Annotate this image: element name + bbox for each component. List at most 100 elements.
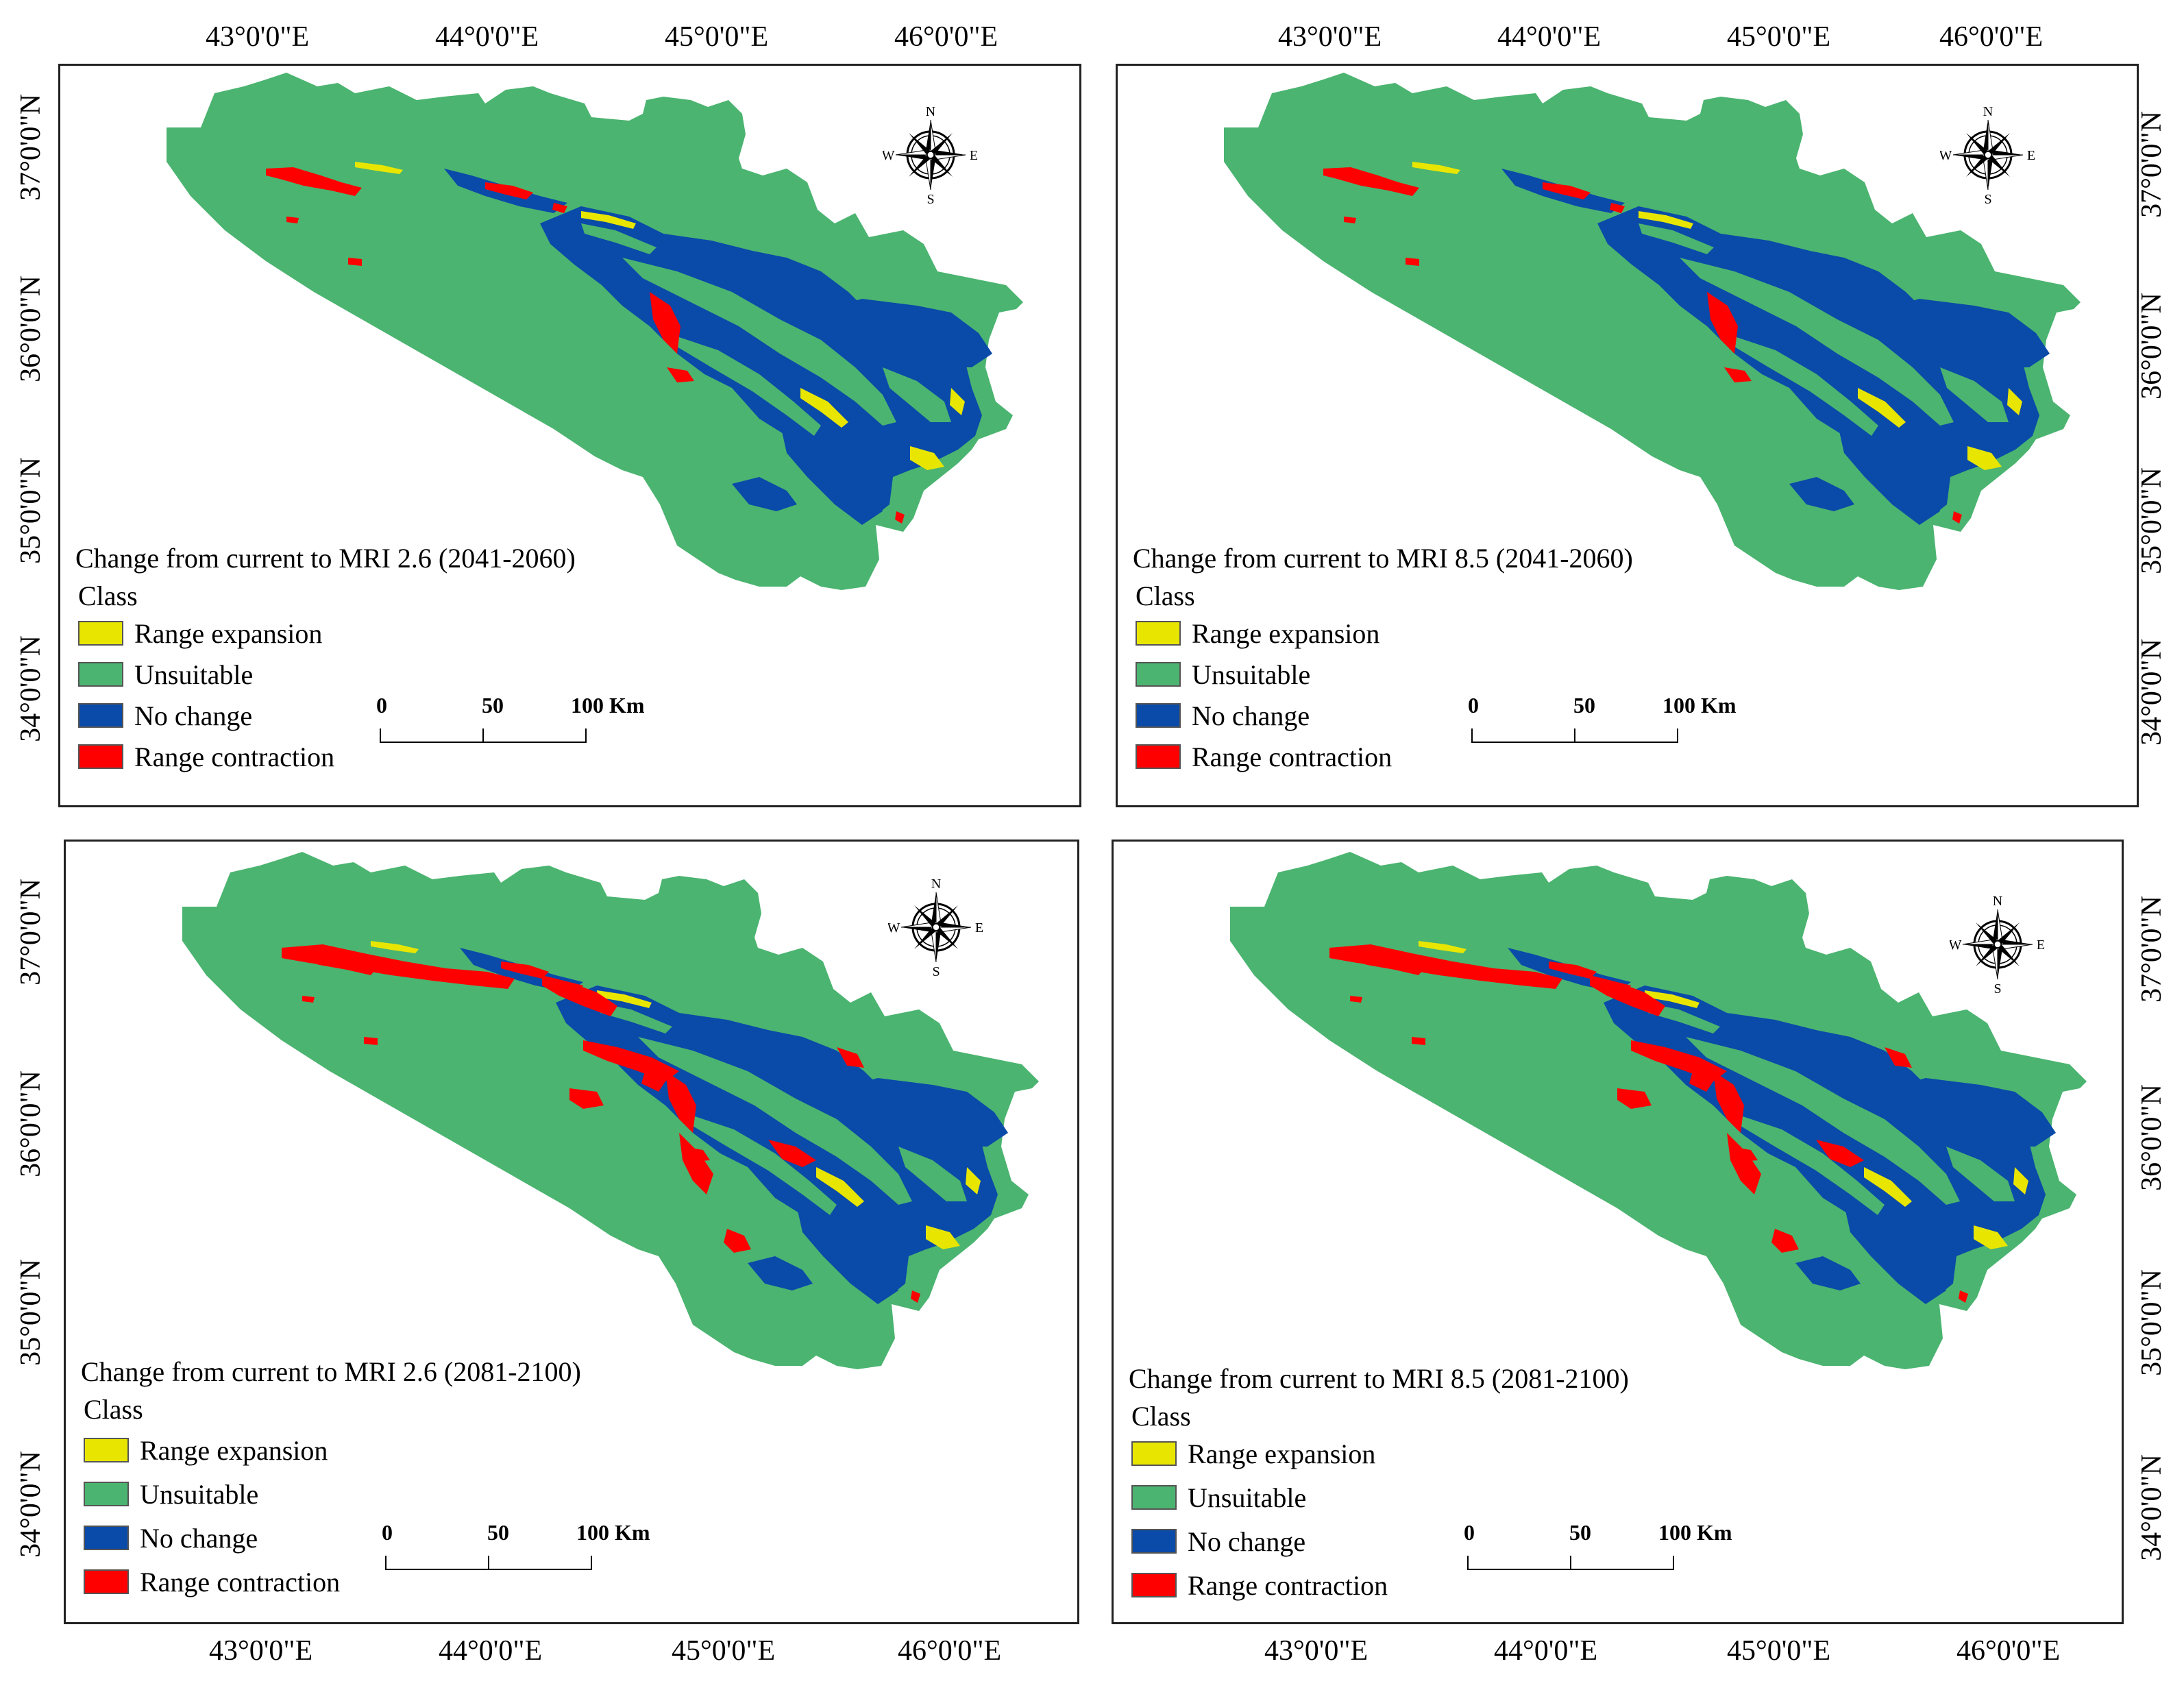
longitude-label: 44°0'0"E xyxy=(1494,1635,1598,1667)
range-expansion-area xyxy=(581,211,636,229)
longitude-label: 43°0'0"E xyxy=(206,21,310,53)
unsuitable-area xyxy=(677,336,821,436)
scale-label: 0 xyxy=(1468,693,1479,718)
map-layers xyxy=(1224,73,2081,590)
range-contraction-area xyxy=(650,292,680,354)
range-contraction-area xyxy=(1543,182,1591,199)
panel-title: Change from current to MRI 2.6 (2041-206… xyxy=(75,543,576,574)
map-panel: N S E W Change from current to MRI 2.6 (… xyxy=(58,64,1081,807)
no-change-area xyxy=(1789,477,1854,511)
range-contraction-area xyxy=(1329,944,1562,989)
legend-item-range-contraction: Range contraction xyxy=(84,1566,340,1597)
latitude-label: 37°0'0"N xyxy=(2136,896,2168,1003)
map-panel: N S E W Change from current to MRI 2.6 (… xyxy=(64,840,1079,1624)
range-expansion-area xyxy=(1419,941,1467,953)
range-expansion-area xyxy=(1967,446,2002,470)
no-change-area xyxy=(780,422,883,525)
scale-bar: 0 50 100 Km xyxy=(376,693,645,755)
unsuitable-area xyxy=(581,223,657,254)
range-contraction-area xyxy=(1350,996,1362,1003)
unsuitable-area xyxy=(1639,223,1714,254)
study-area-map xyxy=(167,73,1023,590)
scale-label: 50 xyxy=(487,1520,509,1545)
range-contraction-area xyxy=(1959,1290,1968,1303)
range-expansion-area xyxy=(1858,388,1906,428)
unsuitable-area xyxy=(1734,336,1878,436)
legend-swatch xyxy=(1136,621,1181,646)
range-contraction-area xyxy=(1610,203,1625,213)
longitude-label: 46°0'0"E xyxy=(1956,1635,2061,1667)
range-contraction-area xyxy=(286,217,299,223)
unsuitable-area xyxy=(693,1116,837,1215)
legend-label: Range expansion xyxy=(140,1434,328,1466)
range-expansion-area xyxy=(371,941,419,953)
legend-item-range-expansion: Range expansion xyxy=(1131,1438,1375,1469)
legend-swatch xyxy=(1131,1485,1177,1510)
range-contraction-area xyxy=(895,511,905,524)
range-contraction-area xyxy=(1631,1040,1727,1081)
scale-label: 50 xyxy=(1569,1520,1591,1545)
no-change-area xyxy=(814,299,992,367)
compass-west-letter: W xyxy=(888,920,900,935)
legend-item-no-change: No change xyxy=(1131,1526,1305,1557)
latitude-label: 37°0'0"N xyxy=(15,94,47,201)
range-contraction-area xyxy=(1713,1071,1744,1133)
range-contraction-area xyxy=(724,1229,751,1253)
north-arrow-compass-icon: N S E W xyxy=(882,103,979,207)
legend-item-range-expansion: Range expansion xyxy=(78,617,322,649)
legend-item-range-contraction: Range contraction xyxy=(1131,1569,1388,1601)
legend-heading: Class xyxy=(1131,1401,1191,1432)
legend-swatch xyxy=(84,1482,129,1506)
range-contraction-area xyxy=(911,1290,920,1303)
latitude-label: 34°0'0"N xyxy=(15,1451,47,1558)
range-contraction-area xyxy=(768,1140,816,1167)
scale-bar: 0 50 100 Km xyxy=(382,1520,650,1582)
unsuitable-area xyxy=(638,1037,912,1205)
legend-heading: Class xyxy=(84,1394,143,1425)
legend-label: No change xyxy=(140,1522,258,1554)
compass-north-letter: N xyxy=(1983,104,1993,119)
north-arrow-compass-icon: N S E W xyxy=(887,876,984,979)
compass-north-letter: N xyxy=(926,104,935,119)
no-change-area xyxy=(1878,1078,2056,1147)
unsuitable-area xyxy=(883,367,951,422)
longitude-label: 46°0'0"E xyxy=(1939,21,2044,53)
compass-south-letter: S xyxy=(1993,981,2001,996)
range-expansion-area xyxy=(1864,1167,1912,1207)
legend-label: Range expansion xyxy=(134,617,323,649)
range-contraction-area xyxy=(302,996,315,1003)
legend-item-range-contraction: Range contraction xyxy=(1136,741,1392,772)
longitude-label: 44°0'0"E xyxy=(435,21,539,53)
legend-swatch xyxy=(78,662,123,687)
compass-south-letter: S xyxy=(932,964,940,979)
scale-bar: 0 50 100 Km xyxy=(1464,1520,1732,1582)
scale-label: 100 Km xyxy=(571,693,645,718)
range-contraction-area xyxy=(641,1071,665,1092)
range-contraction-area xyxy=(485,182,533,199)
range-contraction-area xyxy=(679,1133,713,1195)
unsuitable-area xyxy=(898,1147,967,1201)
compass-east-letter: E xyxy=(975,920,983,935)
legend-label: No change xyxy=(1192,700,1310,731)
range-contraction-area xyxy=(364,1037,378,1045)
range-expansion-area xyxy=(2007,388,2022,415)
longitude-label: 45°0'0"E xyxy=(672,1635,776,1667)
legend-swatch xyxy=(1131,1529,1177,1554)
legend-label: Range expansion xyxy=(1192,617,1380,649)
legend-heading: Class xyxy=(78,580,138,611)
latitude-label: 36°0'0"N xyxy=(15,1070,47,1177)
legend-item-no-change: No change xyxy=(84,1522,258,1554)
legend-swatch xyxy=(78,703,123,728)
scale-label: 50 xyxy=(1573,693,1595,718)
latitude-label: 34°0'0"N xyxy=(2136,1454,2168,1561)
no-change-area xyxy=(540,206,982,518)
scale-bar: 0 50 100 Km xyxy=(1468,693,1737,755)
range-expansion-area xyxy=(1974,1225,2008,1249)
scale-label: 0 xyxy=(1464,1520,1475,1545)
legend-item-range-expansion: Range expansion xyxy=(1136,617,1379,649)
no-change-area xyxy=(1597,206,2039,518)
range-contraction-area xyxy=(1885,1047,1912,1068)
compass-east-letter: E xyxy=(970,148,978,163)
scale-label: 50 xyxy=(482,693,504,718)
legend-swatch xyxy=(1136,703,1181,728)
